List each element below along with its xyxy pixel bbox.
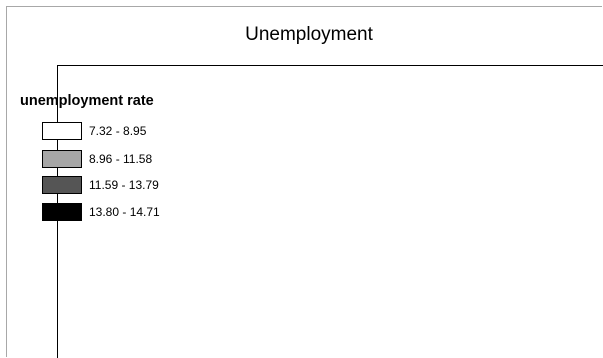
page-frame [6,6,602,357]
legend-label: 11.59 - 13.79 [89,178,159,192]
legend-label: 7.32 - 8.95 [89,124,147,138]
legend-swatch [42,176,82,194]
legend-item: 11.59 - 13.79 [42,175,159,195]
legend-swatch [42,203,82,221]
map-title: Unemployment [245,24,373,45]
legend-item: 7.32 - 8.95 [42,121,146,141]
legend-item: 8.96 - 11.58 [42,149,152,169]
legend-swatch [42,122,82,140]
legend-item: 13.80 - 14.71 [42,202,160,222]
legend-swatch [42,150,82,168]
legend-label: 13.80 - 14.71 [89,205,160,219]
legend-title: unemployment rate [20,93,154,109]
legend-label: 8.96 - 11.58 [89,152,153,166]
